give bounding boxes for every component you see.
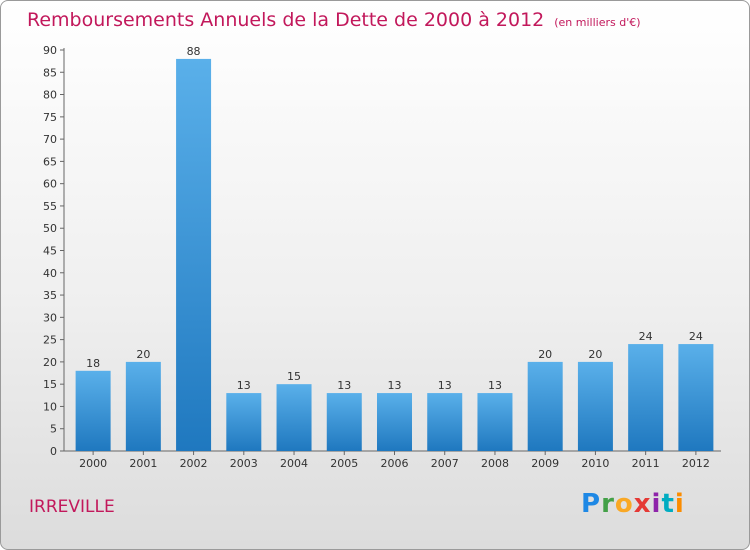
- y-tick-label: 10: [43, 400, 57, 413]
- bar-2008: [477, 393, 513, 451]
- bar-2003: [226, 393, 262, 451]
- bar-2007: [427, 393, 463, 451]
- y-tick-label: 45: [43, 245, 57, 258]
- bar-2011: [628, 344, 664, 451]
- y-tick-label: 65: [43, 155, 57, 168]
- data-label: 15: [287, 370, 301, 383]
- y-tick-label: 40: [43, 267, 57, 280]
- data-label: 20: [538, 348, 552, 361]
- bars: [75, 58, 714, 452]
- data-label: 13: [438, 379, 452, 392]
- x-tick-label: 2009: [531, 457, 559, 470]
- data-label: 24: [639, 330, 653, 343]
- y-tick-label: 60: [43, 178, 57, 191]
- data-label: 13: [337, 379, 351, 392]
- bar-2010: [577, 361, 613, 451]
- data-label: 13: [237, 379, 251, 392]
- x-tick-label: 2002: [180, 457, 208, 470]
- bar-2005: [326, 393, 362, 451]
- y-tick-label: 80: [43, 89, 57, 102]
- bar-2012: [678, 344, 714, 451]
- x-tick-label: 2012: [682, 457, 710, 470]
- data-label: 18: [86, 357, 100, 370]
- proxiti-logo[interactable]: Proxiti: [581, 489, 685, 519]
- y-tick-label: 85: [43, 66, 57, 79]
- bar-2001: [125, 361, 161, 451]
- x-tick-label: 2010: [581, 457, 609, 470]
- y-tick-label: 25: [43, 334, 57, 347]
- y-tick-label: 5: [50, 423, 57, 436]
- x-tick-label: 2008: [481, 457, 509, 470]
- x-tick-label: 2011: [632, 457, 660, 470]
- x-tick-label: 2007: [431, 457, 459, 470]
- y-tick-label: 50: [43, 222, 57, 235]
- y-tick-label: 75: [43, 111, 57, 124]
- y-tick-label: 55: [43, 200, 57, 213]
- bar-2009: [527, 361, 563, 451]
- x-tick-label: 2004: [280, 457, 308, 470]
- y-tick-label: 70: [43, 133, 57, 146]
- chart-title: Remboursements Annuels de la Dette de 20…: [27, 9, 641, 31]
- x-tick-label: 2001: [129, 457, 157, 470]
- unit-note: (en milliers d'€): [554, 16, 641, 29]
- bar-2002: [176, 58, 212, 452]
- x-tick-label: 2003: [230, 457, 258, 470]
- data-label: 20: [588, 348, 602, 361]
- y-tick-label: 15: [43, 378, 57, 391]
- y-tick-label: 35: [43, 289, 57, 302]
- data-label: 24: [689, 330, 703, 343]
- data-labels: 18 20 88 13 15 13 13 13 13 20 20 24 24: [86, 45, 703, 392]
- x-tick-label: 2006: [381, 457, 409, 470]
- data-label: 88: [187, 45, 201, 58]
- data-label: 13: [488, 379, 502, 392]
- y-tick-label: 20: [43, 356, 57, 369]
- x-tick-label: 2000: [79, 457, 107, 470]
- bar-2000: [75, 370, 111, 451]
- commune-name: IRREVILLE: [29, 497, 115, 517]
- data-label: 20: [136, 348, 150, 361]
- chart-title-text: Remboursements Annuels de la Dette de 20…: [27, 9, 545, 31]
- y-tick-label: 30: [43, 311, 57, 324]
- y-tick-label: 90: [43, 44, 57, 57]
- y-tick-label: 0: [50, 445, 57, 458]
- data-label: 13: [388, 379, 402, 392]
- x-tick-label: 2005: [330, 457, 358, 470]
- bar-2004: [276, 384, 312, 451]
- bar-2006: [377, 393, 412, 451]
